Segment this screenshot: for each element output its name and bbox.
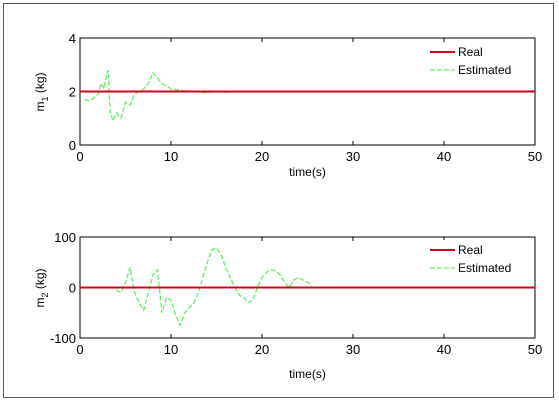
legend-label-estimated: Estimated [458, 63, 511, 77]
legend-label-real: Real [458, 243, 483, 257]
y-tick-label: 2 [69, 85, 76, 100]
x-tick-label: 40 [437, 342, 451, 357]
x-axis-label: time(s) [289, 165, 326, 179]
x-tick-label: 20 [255, 342, 269, 357]
y-axis-label-symbol: m [33, 102, 47, 112]
x-axis-label: time(s) [289, 367, 326, 381]
y-axis-label-symbol: m [33, 298, 47, 308]
y-axis-label: m2 (kg) [33, 268, 50, 307]
x-tick-label: 10 [164, 149, 178, 164]
y-axis-label: m1 (kg) [33, 72, 50, 111]
y-tick-label: -100 [50, 331, 76, 346]
x-tick-label: 20 [255, 149, 269, 164]
y-tick-label: 4 [69, 31, 76, 46]
x-tick-label: 50 [528, 342, 542, 357]
legend: Real Estimated [400, 42, 530, 80]
y-tick-label: 0 [69, 138, 76, 153]
y-axis-label-unit: (kg) [33, 268, 47, 292]
x-tick-label: 30 [346, 342, 360, 357]
x-tick-label: 50 [528, 149, 542, 164]
x-tick-label: 40 [437, 149, 451, 164]
y-tick-label: 0 [69, 281, 76, 296]
y-tick-label: 100 [54, 230, 76, 245]
x-tick-label: 0 [76, 149, 83, 164]
legend-label-real: Real [458, 45, 483, 59]
legend: Real Estimated [400, 240, 530, 278]
x-tick-label: 30 [346, 149, 360, 164]
y-axis-label-unit: (kg) [33, 72, 47, 96]
chart-1: 0 10 20 30 40 50 0 2 4 time(s) m1 (kg) Real Estimate… [33, 31, 542, 179]
x-tick-label: 10 [164, 342, 178, 357]
legend-label-estimated: Estimated [458, 261, 511, 275]
x-tick-label: 0 [76, 342, 83, 357]
